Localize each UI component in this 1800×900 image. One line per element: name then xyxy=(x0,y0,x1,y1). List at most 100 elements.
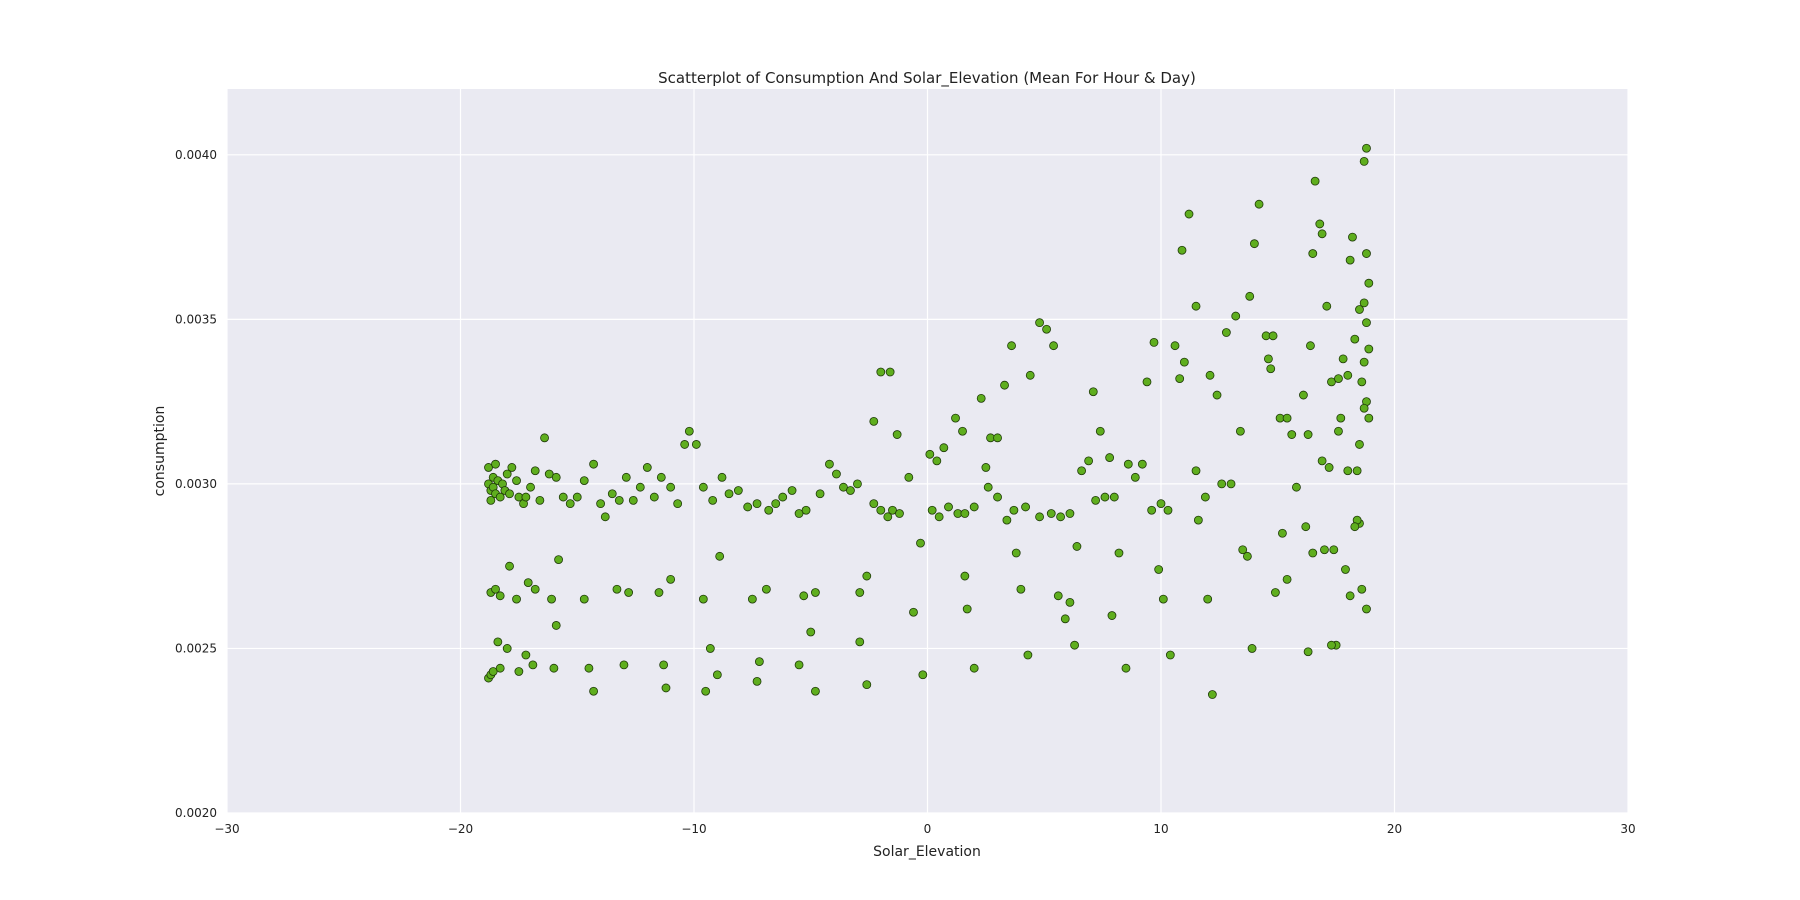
data-point xyxy=(993,492,1002,502)
data-point xyxy=(869,416,879,426)
data-point xyxy=(801,505,811,515)
data-point xyxy=(551,472,561,482)
data-point xyxy=(1364,413,1374,423)
data-point xyxy=(1303,647,1313,657)
data-point xyxy=(976,393,986,403)
data-point xyxy=(708,495,718,505)
data-point xyxy=(761,584,771,594)
data-point xyxy=(547,594,556,604)
data-point xyxy=(635,482,645,492)
x-tick-label: 0 xyxy=(924,822,932,836)
data-point xyxy=(596,499,605,509)
data-point xyxy=(1247,644,1257,653)
data-point xyxy=(1362,143,1371,153)
data-point xyxy=(1114,548,1124,558)
data-point xyxy=(1264,354,1273,364)
data-point xyxy=(691,440,701,449)
data-point xyxy=(1329,545,1339,555)
x-tick-label: −30 xyxy=(214,822,239,836)
data-point xyxy=(495,591,505,601)
data-point xyxy=(934,512,944,522)
x-axis-label: Solar_Elevation xyxy=(873,844,981,860)
data-point xyxy=(862,571,872,581)
data-point xyxy=(904,472,914,482)
data-point xyxy=(579,594,589,604)
data-point xyxy=(1271,588,1280,597)
data-point xyxy=(960,509,970,518)
data-point xyxy=(853,479,862,489)
data-point xyxy=(1345,255,1355,265)
data-point xyxy=(1282,574,1292,584)
x-tick-label: 30 xyxy=(1620,822,1635,836)
data-point xyxy=(1334,426,1343,436)
data-point xyxy=(1107,611,1117,620)
data-point xyxy=(1072,542,1082,551)
data-point xyxy=(1184,209,1194,219)
data-point xyxy=(1343,370,1353,380)
data-point xyxy=(855,637,865,647)
y-tick-label: 0.0035 xyxy=(175,312,217,326)
data-point xyxy=(549,663,559,673)
data-point xyxy=(951,413,960,423)
data-point xyxy=(1359,403,1369,413)
data-point xyxy=(649,492,659,502)
data-point xyxy=(993,433,1002,443)
data-point xyxy=(584,663,594,673)
data-point xyxy=(1350,334,1360,344)
data-point xyxy=(1156,499,1166,509)
data-point xyxy=(1235,426,1245,436)
data-point xyxy=(493,637,503,647)
data-point xyxy=(1177,245,1187,255)
data-point xyxy=(565,499,575,509)
data-point xyxy=(839,482,848,492)
data-point xyxy=(642,463,652,472)
data-point xyxy=(1046,509,1056,518)
data-point xyxy=(1348,232,1357,242)
data-point xyxy=(855,588,865,597)
data-point xyxy=(1121,663,1131,673)
data-point xyxy=(811,686,820,696)
data-point xyxy=(1362,318,1371,328)
data-point xyxy=(764,505,774,515)
data-point xyxy=(752,676,762,686)
data-point xyxy=(512,594,521,604)
data-point xyxy=(1250,239,1259,249)
y-axis-label: consumption xyxy=(152,406,168,497)
data-point xyxy=(1242,551,1252,561)
data-point xyxy=(932,456,942,466)
data-point xyxy=(895,509,904,518)
data-point xyxy=(1053,591,1063,601)
data-point xyxy=(958,426,967,436)
data-point xyxy=(491,584,500,594)
data-point xyxy=(1359,357,1369,367)
data-point xyxy=(962,604,972,614)
data-point xyxy=(624,588,634,597)
data-point xyxy=(621,472,631,482)
x-tick-label: −20 xyxy=(448,822,473,836)
data-point xyxy=(1317,456,1327,466)
data-point xyxy=(491,459,500,469)
data-point xyxy=(1088,387,1098,397)
data-point xyxy=(712,670,722,680)
data-point xyxy=(927,505,937,515)
data-point xyxy=(1359,156,1369,166)
data-point xyxy=(1025,370,1035,380)
data-point xyxy=(1268,331,1278,341)
data-point xyxy=(811,588,820,597)
data-point xyxy=(1091,495,1101,505)
data-point xyxy=(1060,614,1070,624)
data-point xyxy=(484,463,493,472)
data-point xyxy=(680,440,690,449)
data-point xyxy=(752,499,762,509)
data-point xyxy=(589,459,598,469)
x-tick-labels: −30 −20 −10 0 10 20 30 xyxy=(214,822,1635,836)
data-point xyxy=(724,489,734,499)
data-point xyxy=(572,492,582,502)
data-point xyxy=(1317,229,1327,239)
data-point xyxy=(705,644,715,653)
data-point xyxy=(885,367,895,377)
data-point xyxy=(505,561,514,571)
data-point xyxy=(1359,298,1369,308)
data-point xyxy=(1324,463,1334,472)
